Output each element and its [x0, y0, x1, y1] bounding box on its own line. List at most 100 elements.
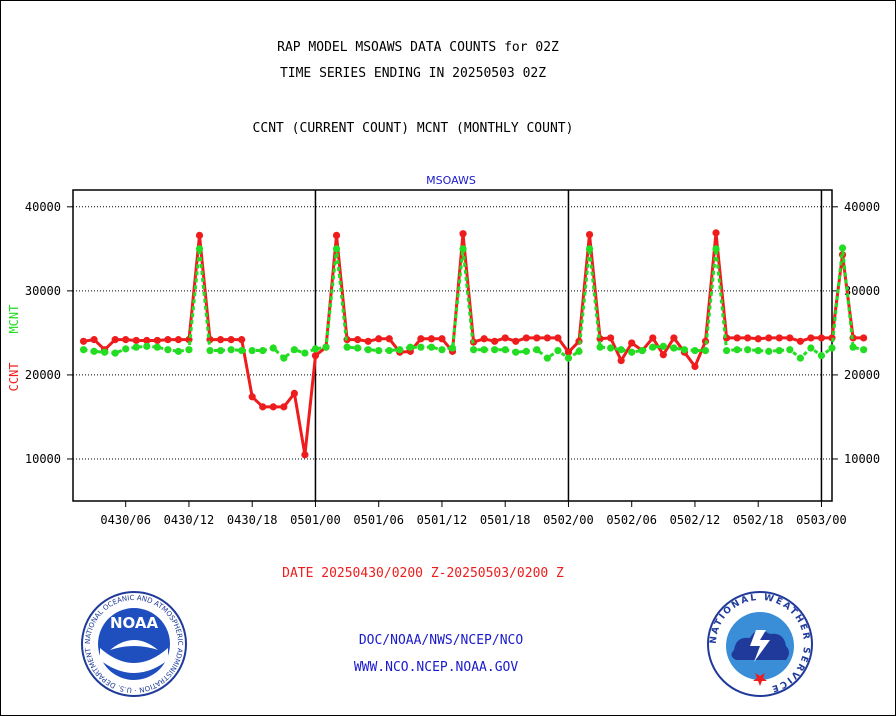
data-point-ccnt [143, 336, 151, 345]
data-point-mcnt [259, 346, 267, 355]
noaa-logo: NATIONAL OCEANIC AND ATMOSPHERIC ADMINIS… [80, 590, 187, 697]
data-point-ccnt [459, 230, 467, 238]
data-point-mcnt [132, 343, 140, 351]
data-point-mcnt [786, 346, 794, 354]
data-point-mcnt [280, 354, 288, 362]
y-tick-label-left: 30000 [25, 284, 61, 298]
data-point-mcnt [248, 346, 256, 355]
data-point-ccnt [385, 335, 393, 343]
chart-title-line-2: TIME SERIES ENDING IN 20250503 02Z [279, 66, 547, 81]
data-point-mcnt [860, 346, 868, 354]
noaa-logo-text: NOAA [110, 614, 159, 632]
data-point-mcnt [122, 345, 130, 353]
data-point-mcnt [659, 342, 667, 350]
data-point-mcnt [701, 346, 710, 355]
data-point-ccnt [765, 334, 773, 342]
data-point-mcnt [733, 346, 741, 354]
data-point-ccnt [501, 334, 509, 342]
data-point-ccnt [491, 337, 499, 345]
data-point-mcnt [406, 343, 414, 351]
data-point-ccnt [712, 229, 720, 237]
data-point-ccnt [216, 336, 225, 344]
data-point-mcnt [796, 354, 804, 362]
date-range-label: DATE 20250430/0200 Z-20250503/0200 Z [282, 566, 564, 581]
data-point-ccnt [280, 403, 288, 411]
data-point-ccnt [786, 334, 794, 342]
data-point-ccnt [90, 336, 98, 344]
data-point-mcnt [501, 346, 509, 354]
data-point-mcnt [364, 346, 372, 354]
x-tick-label: 0502/12 [670, 513, 721, 527]
data-point-ccnt [174, 336, 183, 344]
y-tick-label-left: 40000 [25, 200, 61, 214]
data-point-ccnt [744, 334, 752, 342]
data-point-ccnt [775, 334, 783, 342]
data-point-mcnt [311, 345, 320, 353]
x-tick-label: 0502/00 [543, 513, 594, 527]
org-label: DOC/NOAA/NWS/NCEP/NCO [358, 633, 524, 648]
data-point-mcnt [101, 348, 109, 356]
x-tick-label: 0430/06 [100, 513, 151, 527]
data-point-ccnt [617, 357, 625, 365]
website-label: WWW.NCO.NCEP.NOAA.GOV [353, 660, 519, 675]
data-point-mcnt [396, 346, 404, 354]
data-point-ccnt [111, 336, 119, 344]
data-point-mcnt [638, 346, 646, 355]
data-point-mcnt [838, 244, 847, 252]
data-point-mcnt [448, 344, 457, 352]
data-point-mcnt [459, 245, 467, 253]
data-point-mcnt [712, 245, 720, 253]
data-point-ccnt [649, 334, 657, 342]
data-point-mcnt [417, 343, 425, 351]
data-point-ccnt [354, 336, 362, 344]
x-tick-label: 0430/18 [227, 513, 278, 527]
data-point-ccnt [164, 336, 172, 344]
data-point-mcnt [301, 349, 309, 357]
data-point-mcnt [554, 346, 562, 355]
data-point-ccnt [195, 231, 204, 239]
data-point-ccnt [691, 362, 699, 371]
y-tick-label-left: 10000 [25, 452, 61, 466]
data-point-ccnt [607, 334, 615, 342]
data-point-mcnt [533, 346, 541, 354]
data-point-ccnt [132, 336, 140, 345]
data-point-ccnt [438, 335, 446, 343]
x-tick-label: 0501/12 [417, 513, 468, 527]
data-point-mcnt [691, 346, 699, 355]
data-point-mcnt [491, 346, 499, 354]
data-point-ccnt [259, 403, 267, 411]
data-point-ccnt [564, 348, 573, 356]
data-point-mcnt [649, 343, 657, 351]
data-point-ccnt [659, 351, 667, 359]
data-point-mcnt [817, 351, 826, 360]
data-point-ccnt [807, 334, 815, 342]
data-point-mcnt [680, 346, 689, 354]
y-axis-label: CCNT MCNT [7, 305, 21, 392]
data-point-ccnt [860, 334, 868, 342]
data-point-mcnt [79, 346, 88, 354]
y-tick-label-right: 30000 [844, 284, 880, 298]
data-point-ccnt [227, 336, 235, 344]
data-point-mcnt [195, 245, 204, 253]
x-tick-label: 0501/00 [290, 513, 341, 527]
data-point-ccnt [628, 339, 636, 347]
data-point-mcnt [153, 343, 161, 351]
y-tick-label-right: 20000 [844, 368, 880, 382]
data-point-ccnt [554, 334, 562, 342]
data-point-mcnt [164, 346, 172, 354]
data-point-mcnt [227, 346, 235, 354]
data-point-mcnt [269, 344, 277, 352]
data-point-mcnt [722, 346, 731, 355]
data-point-mcnt [575, 347, 583, 355]
data-point-mcnt [385, 346, 393, 355]
data-point-mcnt [427, 343, 436, 351]
data-point-mcnt [375, 346, 383, 355]
data-point-mcnt [585, 245, 594, 253]
x-tick-label: 0430/12 [164, 513, 215, 527]
data-point-ccnt [585, 230, 594, 239]
data-point-mcnt [607, 344, 615, 352]
x-tick-label: 0501/06 [353, 513, 404, 527]
data-point-mcnt [354, 344, 362, 352]
x-tick-label: 0501/18 [480, 513, 531, 527]
data-point-mcnt [290, 346, 298, 354]
